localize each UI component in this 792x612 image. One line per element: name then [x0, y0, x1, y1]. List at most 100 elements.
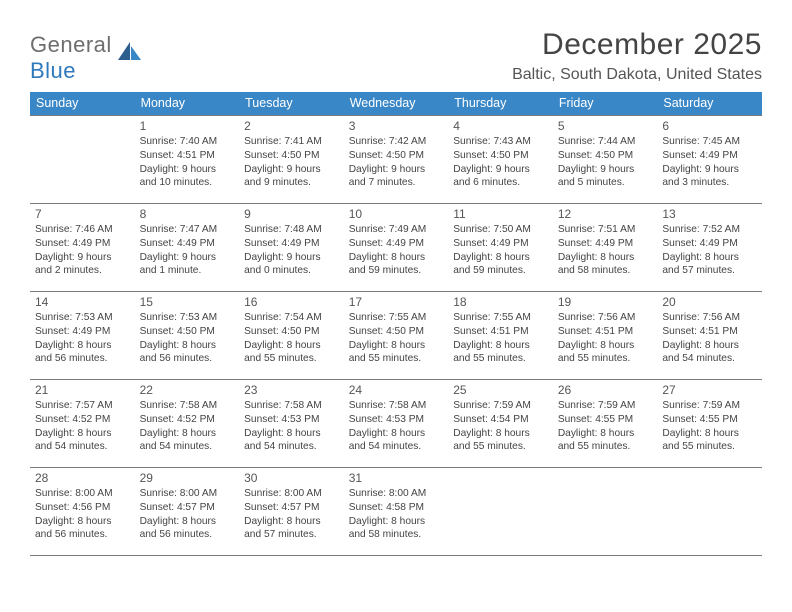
- day-number: 15: [140, 295, 235, 309]
- sunset-text: Sunset: 4:50 PM: [140, 325, 235, 339]
- day-number: 30: [244, 471, 339, 485]
- calendar-day-cell: 20 Sunrise: 7:56 AMSunset: 4:51 PMDayligh…: [657, 292, 762, 380]
- logo: General Blue: [30, 28, 142, 84]
- day-detail: Sunrise: 7:56 AMSunset: 4:51 PMDaylight:…: [558, 311, 653, 366]
- day-detail: Sunrise: 7:59 AMSunset: 4:55 PMDaylight:…: [662, 399, 757, 454]
- calendar-day-cell: 17Sunrise: 7:55 AMSunset: 4:50 PMDayligh…: [344, 292, 449, 380]
- sunrise-text: Sunrise: 7:58 AM: [244, 399, 339, 413]
- daylight-text: Daylight: 8 hours and 55 minutes.: [244, 339, 339, 367]
- sunrise-text: Sunrise: 7:43 AM: [453, 135, 548, 149]
- calendar-day-cell: 11Sunrise: 7:50 AMSunset: 4:49 PMDayligh…: [448, 204, 553, 292]
- day-number: 17: [349, 295, 444, 309]
- daylight-text: Daylight: 8 hours and 56 minutes.: [35, 339, 130, 367]
- calendar-header-row: SundayMondayTuesdayWednesdayThursdayFrid…: [30, 92, 762, 116]
- calendar-day-cell: 29Sunrise: 8:00 AMSunset: 4:57 PMDayligh…: [135, 468, 240, 556]
- day-number: 20: [662, 295, 757, 309]
- calendar-week-row: 1Sunrise: 7:40 AMSunset: 4:51 PMDaylight…: [30, 116, 762, 204]
- sunrise-text: Sunrise: 7:59 AM: [662, 399, 757, 413]
- weekday-header: Saturday: [657, 92, 762, 116]
- daylight-text: Daylight: 8 hours and 58 minutes.: [558, 251, 653, 279]
- daylight-text: Daylight: 8 hours and 54 minutes.: [662, 339, 757, 367]
- day-number: 13: [662, 207, 757, 221]
- sunrise-text: Sunrise: 7:55 AM: [349, 311, 444, 325]
- daylight-text: Daylight: 9 hours and 0 minutes.: [244, 251, 339, 279]
- day-number: 14: [35, 295, 130, 309]
- daylight-text: Daylight: 8 hours and 54 minutes.: [35, 427, 130, 455]
- sunrise-text: Sunrise: 7:58 AM: [349, 399, 444, 413]
- day-number: 21: [35, 383, 130, 397]
- sunset-text: Sunset: 4:50 PM: [349, 325, 444, 339]
- day-detail: Sunrise: 7:42 AMSunset: 4:50 PMDaylight:…: [349, 135, 444, 190]
- calendar-day-cell: 13 Sunrise: 7:52 AMSunset: 4:49 PMDayligh…: [657, 204, 762, 292]
- day-number: 1: [140, 119, 235, 133]
- location-text: Baltic, South Dakota, United States: [512, 66, 762, 84]
- sunrise-text: Sunrise: 7:59 AM: [453, 399, 548, 413]
- day-number: 4: [453, 119, 548, 133]
- calendar-day-cell: 12Sunrise: 7:51 AMSunset: 4:49 PMDayligh…: [553, 204, 658, 292]
- calendar-week-row: 7Sunrise: 7:46 AMSunset: 4:49 PMDaylight…: [30, 204, 762, 292]
- calendar-day-cell: 30Sunrise: 8:00 AMSunset: 4:57 PMDayligh…: [239, 468, 344, 556]
- weekday-header: Sunday: [30, 92, 135, 116]
- weekday-header: Tuesday: [239, 92, 344, 116]
- day-detail: Sunrise: 7:59 AMSunset: 4:54 PMDaylight:…: [453, 399, 548, 454]
- calendar-day-cell: 7Sunrise: 7:46 AMSunset: 4:49 PMDaylight…: [30, 204, 135, 292]
- sunset-text: Sunset: 4:49 PM: [662, 237, 757, 251]
- daylight-text: Daylight: 8 hours and 59 minutes.: [453, 251, 548, 279]
- logo-text-general: General: [30, 32, 112, 57]
- daylight-text: Daylight: 8 hours and 59 minutes.: [349, 251, 444, 279]
- sunset-text: Sunset: 4:50 PM: [349, 149, 444, 163]
- calendar-day-cell: 16Sunrise: 7:54 AMSunset: 4:50 PMDayligh…: [239, 292, 344, 380]
- daylight-text: Daylight: 8 hours and 56 minutes.: [140, 339, 235, 367]
- day-number: 29: [140, 471, 235, 485]
- sunset-text: Sunset: 4:51 PM: [558, 325, 653, 339]
- calendar-day-cell: 21Sunrise: 7:57 AMSunset: 4:52 PMDayligh…: [30, 380, 135, 468]
- month-title: December 2025: [512, 28, 762, 62]
- sunset-text: Sunset: 4:50 PM: [244, 325, 339, 339]
- sail-icon: [116, 40, 142, 67]
- calendar-day-cell: 25 Sunrise: 7:59 AMSunset: 4:54 PMDayligh…: [448, 380, 553, 468]
- sunrise-text: Sunrise: 8:00 AM: [244, 487, 339, 501]
- sunrise-text: Sunrise: 7:52 AM: [662, 223, 757, 237]
- day-number: 3: [349, 119, 444, 133]
- sunset-text: Sunset: 4:49 PM: [662, 149, 757, 163]
- day-number: 31: [349, 471, 444, 485]
- daylight-text: Daylight: 9 hours and 6 minutes.: [453, 163, 548, 191]
- calendar-empty-cell: [30, 116, 135, 204]
- calendar-table: SundayMondayTuesdayWednesdayThursdayFrid…: [30, 92, 762, 556]
- day-number: 27: [662, 383, 757, 397]
- sunset-text: Sunset: 4:57 PM: [140, 501, 235, 515]
- day-number: 12: [558, 207, 653, 221]
- sunrise-text: Sunrise: 7:45 AM: [662, 135, 757, 149]
- logo-text-blue: Blue: [30, 58, 76, 83]
- day-detail: Sunrise: 8:00 AMSunset: 4:56 PMDaylight:…: [35, 487, 130, 542]
- day-number: 25: [453, 383, 548, 397]
- day-detail: Sunrise: 7:43 AMSunset: 4:50 PMDaylight:…: [453, 135, 548, 190]
- day-detail: Sunrise: 7:48 AMSunset: 4:49 PMDaylight:…: [244, 223, 339, 278]
- day-detail: Sunrise: 7:56 AMSunset: 4:51 PMDaylight:…: [662, 311, 757, 366]
- sunset-text: Sunset: 4:57 PM: [244, 501, 339, 515]
- sunset-text: Sunset: 4:49 PM: [140, 237, 235, 251]
- calendar-empty-cell: [448, 468, 553, 556]
- daylight-text: Daylight: 9 hours and 3 minutes.: [662, 163, 757, 191]
- daylight-text: Daylight: 8 hours and 57 minutes.: [662, 251, 757, 279]
- day-detail: Sunrise: 7:53 AMSunset: 4:50 PMDaylight:…: [140, 311, 235, 366]
- sunrise-text: Sunrise: 7:55 AM: [453, 311, 548, 325]
- daylight-text: Daylight: 9 hours and 5 minutes.: [558, 163, 653, 191]
- daylight-text: Daylight: 9 hours and 7 minutes.: [349, 163, 444, 191]
- day-number: 6: [662, 119, 757, 133]
- daylight-text: Daylight: 8 hours and 54 minutes.: [349, 427, 444, 455]
- day-detail: Sunrise: 7:50 AMSunset: 4:49 PMDaylight:…: [453, 223, 548, 278]
- calendar-day-cell: 26Sunrise: 7:59 AMSunset: 4:55 PMDayligh…: [553, 380, 658, 468]
- calendar-day-cell: 22Sunrise: 7:58 AMSunset: 4:52 PMDayligh…: [135, 380, 240, 468]
- day-detail: Sunrise: 7:41 AMSunset: 4:50 PMDaylight:…: [244, 135, 339, 190]
- calendar-week-row: 14Sunrise: 7:53 AMSunset: 4:49 PMDayligh…: [30, 292, 762, 380]
- day-number: 2: [244, 119, 339, 133]
- day-number: 16: [244, 295, 339, 309]
- daylight-text: Daylight: 8 hours and 55 minutes.: [662, 427, 757, 455]
- calendar-day-cell: 4 Sunrise: 7:43 AMSunset: 4:50 PMDaylight…: [448, 116, 553, 204]
- calendar-day-cell: 9Sunrise: 7:48 AMSunset: 4:49 PMDaylight…: [239, 204, 344, 292]
- calendar-day-cell: 14Sunrise: 7:53 AMSunset: 4:49 PMDayligh…: [30, 292, 135, 380]
- sunrise-text: Sunrise: 7:53 AM: [35, 311, 130, 325]
- daylight-text: Daylight: 8 hours and 56 minutes.: [35, 515, 130, 543]
- daylight-text: Daylight: 9 hours and 10 minutes.: [140, 163, 235, 191]
